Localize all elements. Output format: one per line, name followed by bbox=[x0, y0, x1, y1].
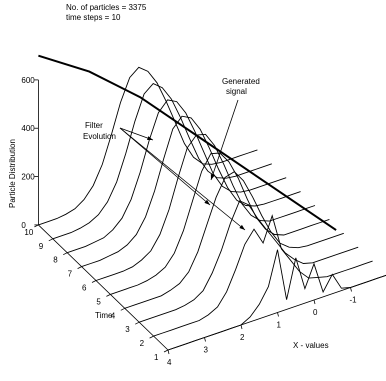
x-tick bbox=[204, 337, 206, 342]
signal-arrow-head bbox=[210, 174, 215, 180]
trace-time-7 bbox=[81, 115, 301, 268]
x-tick-label: 0 bbox=[313, 308, 318, 317]
trace-time-9 bbox=[52, 83, 272, 240]
x-tick bbox=[277, 312, 279, 317]
filter-arrow-2-line bbox=[119, 127, 211, 206]
time-tick-label: 1 bbox=[154, 353, 159, 362]
time-tick bbox=[135, 321, 140, 325]
trace-time-10 bbox=[38, 66, 258, 226]
z-axis-label: Particle Distribution bbox=[8, 139, 17, 208]
filter-arrow-1-line bbox=[119, 127, 154, 141]
time-axis-line bbox=[38, 224, 169, 351]
z-tick-label: 200 bbox=[21, 173, 35, 182]
x-tick bbox=[167, 349, 170, 355]
filter-arrow-3-line bbox=[119, 127, 246, 231]
chart-time-steps: time steps = 10 bbox=[66, 13, 121, 22]
time-tick bbox=[77, 266, 82, 269]
generated-signal-line bbox=[38, 54, 337, 231]
x-tick bbox=[313, 299, 316, 305]
filter-arrow-3-head bbox=[239, 224, 245, 230]
trace-time-1 bbox=[167, 249, 386, 351]
time-tick-label: 5 bbox=[96, 297, 101, 306]
time-tick-label: 8 bbox=[53, 256, 58, 265]
filter-arrow-2-head bbox=[204, 199, 210, 205]
x-tick-label: 1 bbox=[277, 321, 282, 330]
chart-labels: Particle Distribution Time X - values bbox=[8, 139, 329, 350]
time-tick-label: 7 bbox=[68, 270, 73, 279]
time-tick-label: 9 bbox=[39, 242, 44, 251]
time-tick bbox=[106, 294, 111, 297]
x-axis-line bbox=[167, 274, 386, 351]
time-tick-label: 3 bbox=[125, 325, 130, 334]
time-tick-label: 10 bbox=[24, 228, 33, 237]
x-axis-label: X - values bbox=[293, 341, 329, 350]
evolution-label: Evolution bbox=[83, 132, 116, 141]
x-tick bbox=[350, 287, 352, 292]
time-tick-label: 4 bbox=[111, 311, 116, 320]
trace-time-3 bbox=[139, 200, 359, 323]
time-tick bbox=[149, 335, 154, 339]
x-tick-label: 3 bbox=[204, 346, 209, 355]
chart-traces bbox=[38, 66, 386, 351]
time-tick-label: 6 bbox=[82, 284, 87, 293]
z-tick-label: 600 bbox=[21, 76, 35, 85]
z-tick-label: 0 bbox=[21, 221, 26, 230]
time-axis-label: Time bbox=[95, 311, 113, 320]
generated-signal-group bbox=[38, 54, 337, 231]
chart-particles-count: No. of particles = 3375 bbox=[66, 3, 147, 12]
time-tick bbox=[163, 349, 169, 353]
x-tick-label: 4 bbox=[167, 358, 172, 367]
z-tick-label: 400 bbox=[21, 124, 35, 133]
trace-time-8 bbox=[67, 99, 287, 254]
trace-time-5 bbox=[110, 152, 330, 295]
time-tick bbox=[63, 252, 68, 256]
time-tick bbox=[48, 238, 53, 242]
time-tick-label: 2 bbox=[140, 339, 145, 348]
x-tick-label: -1 bbox=[350, 296, 358, 305]
time-tick bbox=[120, 307, 125, 311]
time-tick bbox=[91, 280, 97, 283]
x-tick bbox=[240, 324, 243, 330]
signal-label: signal bbox=[226, 87, 247, 96]
generated-label: Generated bbox=[222, 77, 260, 86]
signal-arrow-line bbox=[210, 99, 239, 181]
time-tick bbox=[34, 224, 39, 228]
filter-label: Filter bbox=[85, 121, 103, 130]
filter-arrow-1-head bbox=[147, 136, 153, 141]
trace-time-6 bbox=[95, 133, 316, 281]
trace-time-2 bbox=[153, 214, 373, 337]
x-tick-label: 2 bbox=[240, 333, 245, 342]
